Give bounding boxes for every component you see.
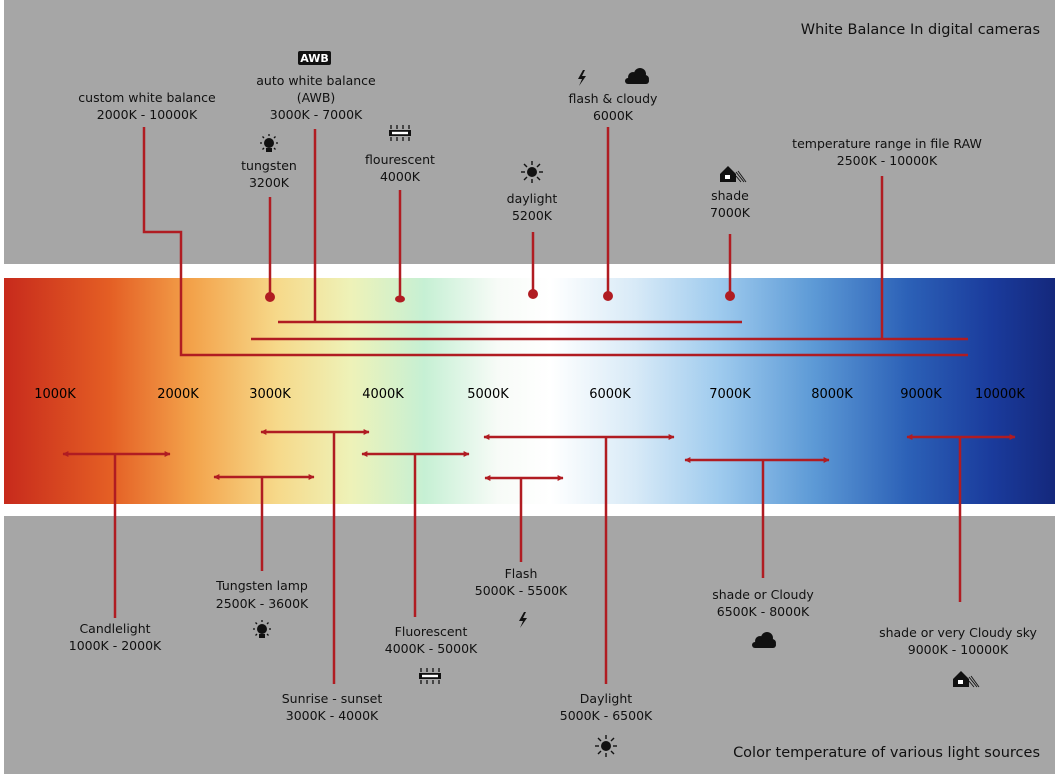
bottom-panel-title: Color temperature of various light sourc… — [733, 745, 1040, 761]
color-temperature-spectrum — [4, 278, 1055, 504]
awb-range: 3000K - 7000K — [270, 107, 363, 122]
scale-tick-6000k: 6000K — [589, 387, 631, 402]
tungsten-value: 3200K — [249, 175, 290, 190]
daylight-value: 5200K — [512, 208, 553, 223]
tungsten-marker — [265, 292, 275, 302]
awb-badge-text: AWB — [300, 52, 329, 65]
bulb-icon — [260, 134, 278, 152]
tungsten-lamp-range: 2500K - 3600K — [216, 596, 309, 611]
shade-value: 7000K — [710, 205, 751, 220]
bottom-panel — [4, 516, 1055, 774]
cloud-icon — [752, 632, 776, 648]
sun-icon — [521, 161, 543, 183]
shade-label: shade — [711, 188, 749, 203]
camera-setting-markers — [265, 289, 735, 303]
shade-house-icon — [953, 671, 980, 688]
candlelight-range: 1000K - 2000K — [69, 638, 162, 653]
fluorescent-tube-icon — [419, 668, 441, 684]
tungsten-lamp-label: Tungsten lamp — [215, 578, 308, 593]
flash-label: Flash — [505, 566, 538, 581]
scale-tick-2000k: 2000K — [157, 387, 199, 402]
flash-icon — [519, 612, 527, 628]
fluorescent-marker — [395, 295, 405, 303]
scale-tick-1000k: 1000K — [34, 387, 76, 402]
awb-abbr: (AWB) — [297, 90, 336, 105]
sunrise-label: Sunrise - sunset — [282, 691, 383, 706]
flash-cloudy-value: 6000K — [593, 108, 634, 123]
very-cloudy-range: 9000K - 10000K — [908, 642, 1009, 657]
flash-cloudy-label: flash & cloudy — [569, 91, 659, 106]
candlelight-label: Candlelight — [79, 621, 150, 636]
awb-badge — [298, 51, 331, 65]
fluorescent-label: flourescent — [365, 152, 435, 167]
fluorescent-tube-icon — [389, 125, 411, 141]
daylight-label: daylight — [507, 191, 558, 206]
top-panel — [4, 0, 1055, 264]
scale-tick-5000k: 5000K — [467, 387, 509, 402]
flash-range: 5000K - 5500K — [475, 583, 568, 598]
cloud-icon — [625, 68, 649, 84]
shade-cloudy-range: 6500K - 8000K — [717, 604, 810, 619]
awb-label: auto white balance — [256, 73, 376, 88]
scale-tick-10000k: 10000K — [975, 387, 1025, 402]
sun-icon — [595, 735, 617, 757]
tungsten-label: tungsten — [241, 158, 297, 173]
scale-tick-3000k: 3000K — [249, 387, 291, 402]
daylight-source-label: Daylight — [580, 691, 632, 706]
custom-wb-range-line — [142, 127, 968, 357]
custom-wb-label: custom white balance — [78, 90, 216, 105]
shade-marker — [725, 291, 735, 301]
fluorescent-source-label: Fluorescent — [395, 624, 468, 639]
fluorescent-source-range: 4000K - 5000K — [385, 641, 478, 656]
shade-cloudy-label: shade or Cloudy — [712, 587, 814, 602]
flash-icon — [578, 70, 586, 86]
bulb-icon — [253, 620, 271, 638]
scale-tick-8000k: 8000K — [811, 387, 853, 402]
scale-tick-9000k: 9000K — [900, 387, 942, 402]
raw-label: temperature range in file RAW — [792, 136, 982, 151]
daylight-source-range: 5000K - 6500K — [560, 708, 653, 723]
light-source-lines — [62, 429, 1016, 684]
camera-setting-lines — [142, 127, 968, 357]
sunrise-range: 3000K - 4000K — [286, 708, 379, 723]
daylight-marker — [528, 289, 538, 299]
very-cloudy-label: shade or very Cloudy sky — [879, 625, 1037, 640]
shade-house-icon — [720, 166, 747, 183]
top-panel-title: White Balance In digital cameras — [801, 22, 1040, 38]
scale-tick-7000k: 7000K — [709, 387, 751, 402]
fluorescent-value: 4000K — [380, 169, 421, 184]
custom-wb-range: 2000K - 10000K — [97, 107, 198, 122]
flash-cloudy-marker — [603, 291, 613, 301]
raw-range: 2500K - 10000K — [837, 153, 938, 168]
temperature-scale: 1000K 2000K 3000K 4000K 5000K 6000K 7000… — [34, 387, 1025, 402]
scale-tick-4000k: 4000K — [362, 387, 404, 402]
